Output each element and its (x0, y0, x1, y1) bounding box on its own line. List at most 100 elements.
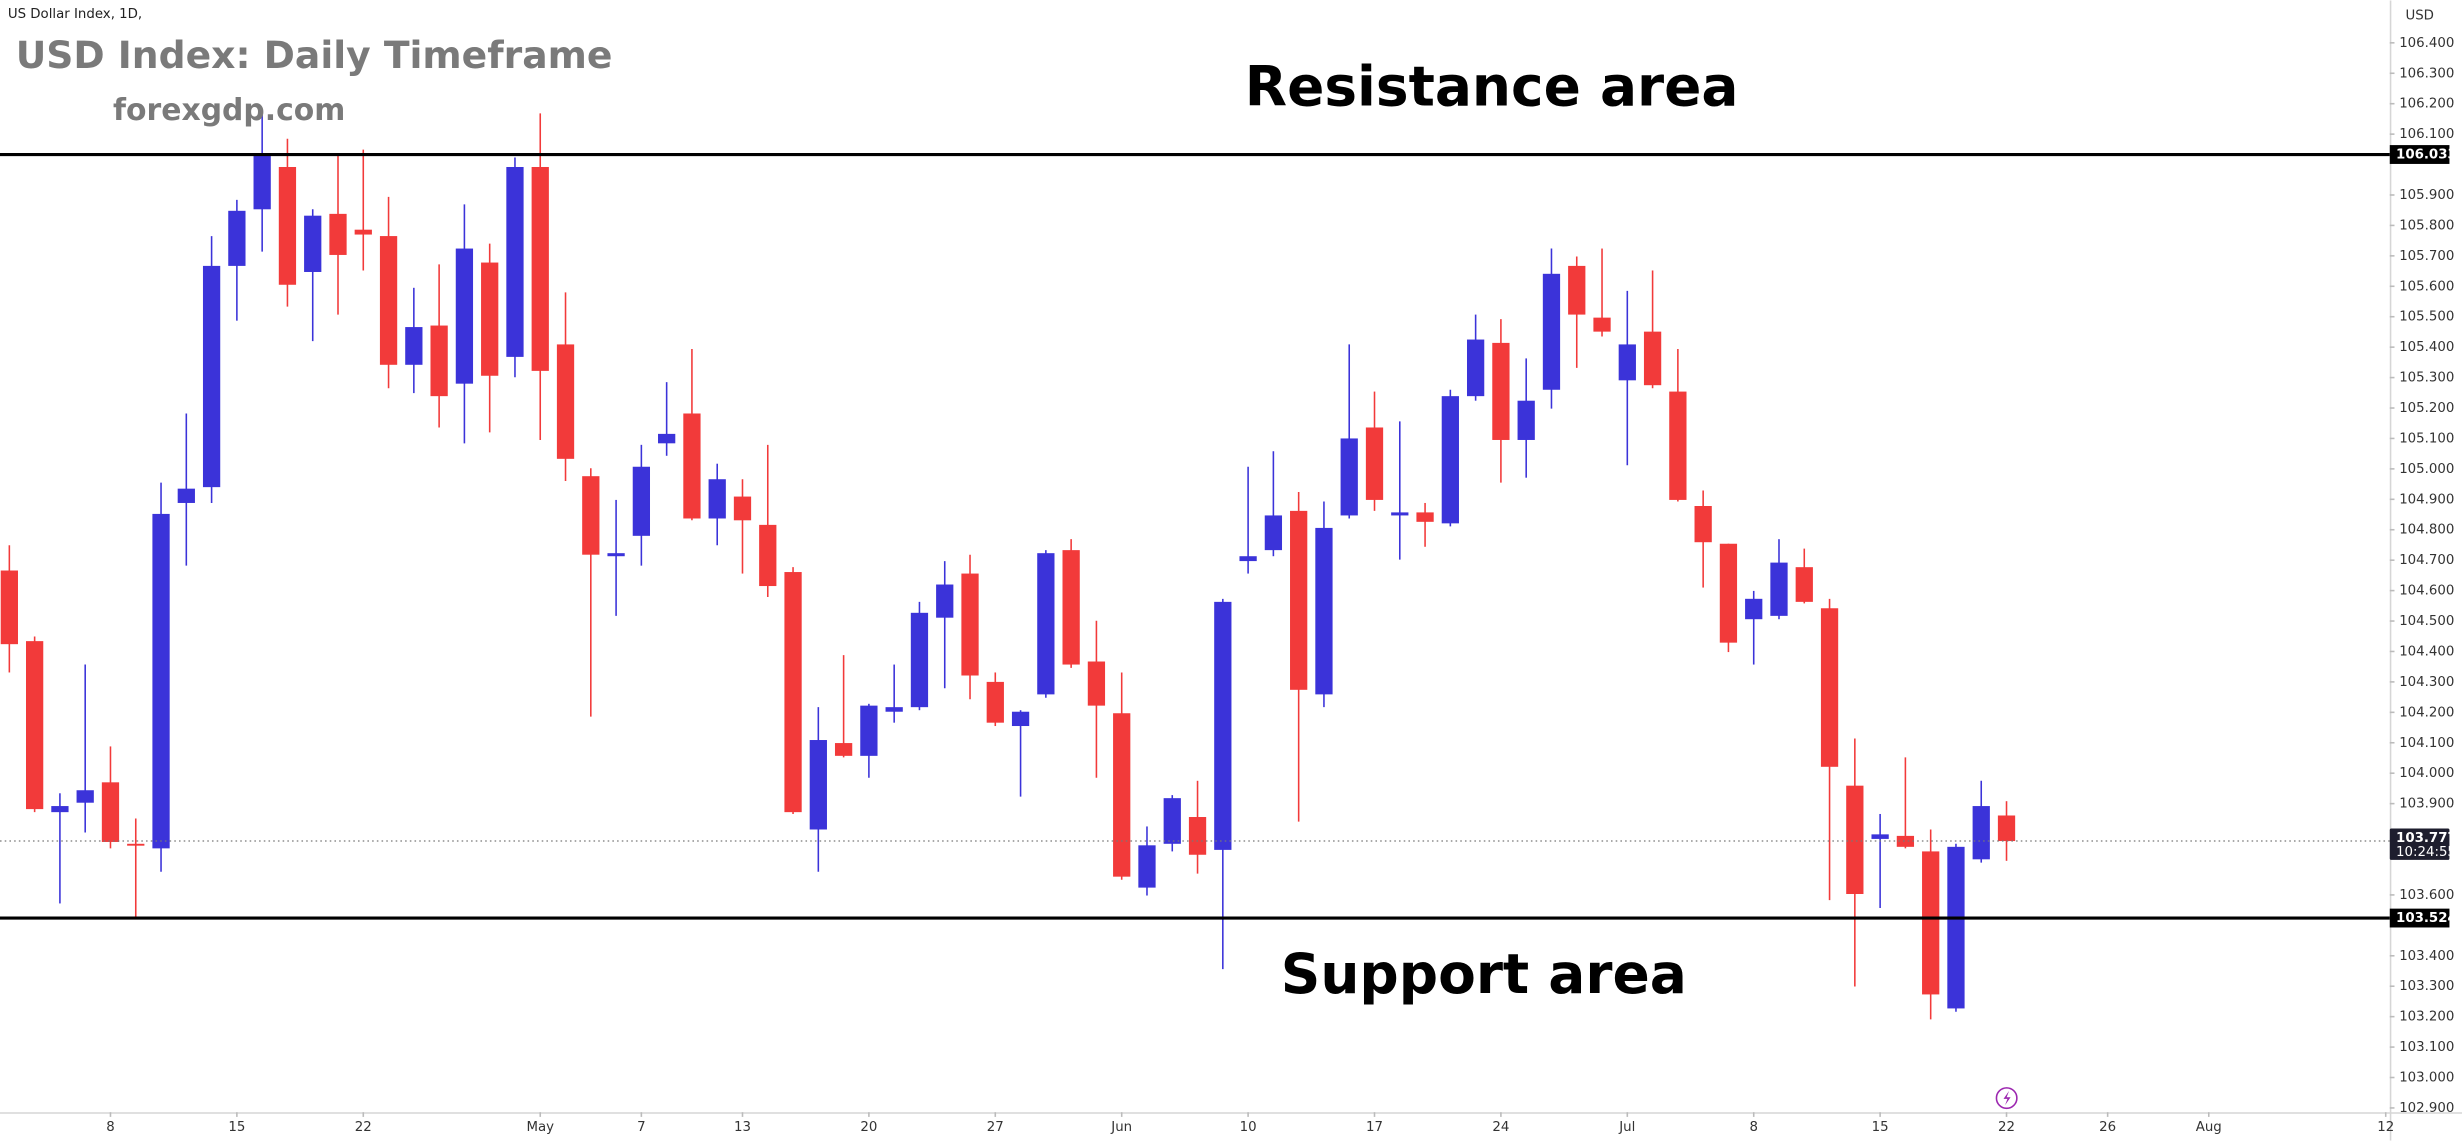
x-tick-label: 24 (1492, 1120, 1509, 1135)
y-tick-label: 105.000 (2399, 462, 2454, 477)
y-tick-label: 102.900 (2399, 1101, 2454, 1116)
candle-body (1568, 265, 1586, 315)
candle-body (506, 166, 524, 357)
y-tick-label: 105.300 (2399, 371, 2454, 386)
level-annotation: Support area (1281, 942, 1687, 1006)
candle-body (177, 488, 195, 503)
candle-body (1770, 562, 1788, 616)
candle-body (76, 790, 94, 803)
candle-body (733, 496, 752, 521)
candle-body (430, 325, 448, 397)
countdown: 10:24:55 (2396, 845, 2456, 860)
candle-body (481, 262, 499, 376)
candle-body (1947, 846, 1965, 1009)
candle-body (885, 707, 903, 712)
candle-body (1062, 550, 1080, 665)
candle-body (1264, 515, 1283, 551)
candle-body (1441, 396, 1459, 524)
symbol: US Dollar Index, 1D, (8, 7, 142, 22)
y-tick-label: 104.200 (2399, 705, 2454, 720)
candle-body (152, 513, 170, 849)
candle-body (809, 740, 827, 830)
candle-body (1087, 661, 1106, 706)
y-tick-label: 103.900 (2399, 797, 2454, 812)
y-tick-label: 103.300 (2399, 979, 2454, 994)
y-tick-label: 105.900 (2399, 188, 2454, 203)
x-tick-label: 10 (1240, 1120, 1257, 1135)
candle-body (253, 154, 271, 210)
y-tick-label: 104.100 (2399, 736, 2454, 751)
candle-body (1542, 273, 1561, 390)
candle-body (1896, 835, 1915, 847)
y-tick-label: 105.800 (2399, 218, 2454, 233)
candle-body (961, 573, 979, 676)
replay-icon[interactable] (1995, 1087, 2018, 1110)
candle-body (1492, 342, 1510, 440)
y-tick-label: 104.400 (2399, 644, 2454, 659)
candle-body (1239, 556, 1257, 562)
candle-body (354, 229, 372, 235)
candle-body (1011, 711, 1030, 727)
candle-body (531, 166, 549, 371)
x-tick-label: 15 (1872, 1120, 1889, 1135)
x-tick-label: 8 (1749, 1120, 1757, 1135)
candle-body (101, 782, 120, 842)
y-tick-label: 105.100 (2399, 431, 2454, 446)
level-annotation: Resistance area (1245, 55, 1739, 119)
y-tick-label: 106.300 (2399, 66, 2454, 81)
candle-body (1643, 331, 1662, 386)
y-tick-label: 104.000 (2399, 766, 2454, 781)
candle-body (1795, 567, 1813, 602)
candle-body (25, 641, 44, 810)
x-tick-label: 7 (637, 1120, 645, 1135)
candle-body (51, 806, 69, 813)
candle-body (759, 524, 777, 587)
candle-body (1365, 427, 1384, 500)
candle-body (1315, 527, 1333, 695)
candle-body (936, 584, 954, 618)
y-tick-label: 104.700 (2399, 553, 2454, 568)
x-tick-label: Jun (1110, 1120, 1132, 1135)
candle-body (708, 479, 726, 519)
candle-body (607, 553, 625, 557)
candle-body (202, 265, 221, 488)
x-tick-label: 27 (987, 1120, 1004, 1135)
candle-body (228, 210, 246, 266)
candle-body (1214, 601, 1232, 850)
subtitle: forexgdp.com (113, 93, 345, 128)
x-tick-label: 15 (228, 1120, 245, 1135)
candle-body (658, 433, 676, 444)
y-tick-label: 103.200 (2399, 1010, 2454, 1025)
candle-body (910, 612, 929, 708)
candle-body (1391, 512, 1409, 516)
x-tick-label: 20 (860, 1120, 877, 1135)
y-tick-label: 105.400 (2399, 340, 2454, 355)
y-tick-label: 105.200 (2399, 401, 2454, 416)
candle-body (304, 215, 322, 272)
y-tick-label: 103.600 (2399, 888, 2454, 903)
y-tick-label: 104.600 (2399, 584, 2454, 599)
candle-body (1188, 817, 1207, 855)
candle-body (1113, 713, 1131, 877)
candle-body (1466, 339, 1485, 397)
candle-body (834, 743, 853, 756)
y-tick-label: 103.100 (2399, 1040, 2454, 1055)
candle-body (986, 681, 1004, 723)
candle-body (1972, 806, 1990, 860)
level-label: 106.033 (2396, 148, 2457, 163)
candle-body (1719, 543, 1738, 643)
x-tick-label: Jul (1618, 1120, 1635, 1135)
candle-body (1416, 512, 1434, 522)
candle-body (1694, 506, 1712, 543)
x-tick-label: 22 (355, 1120, 372, 1135)
chart-title: USD Index: Daily Timeframe (16, 33, 613, 77)
candle-body (582, 476, 600, 555)
candle-body (455, 248, 474, 384)
candle-body (860, 705, 878, 756)
candle-body (1517, 400, 1535, 440)
candle-body (632, 466, 651, 536)
candle-body (405, 327, 423, 365)
x-tick-label: 8 (106, 1120, 114, 1135)
